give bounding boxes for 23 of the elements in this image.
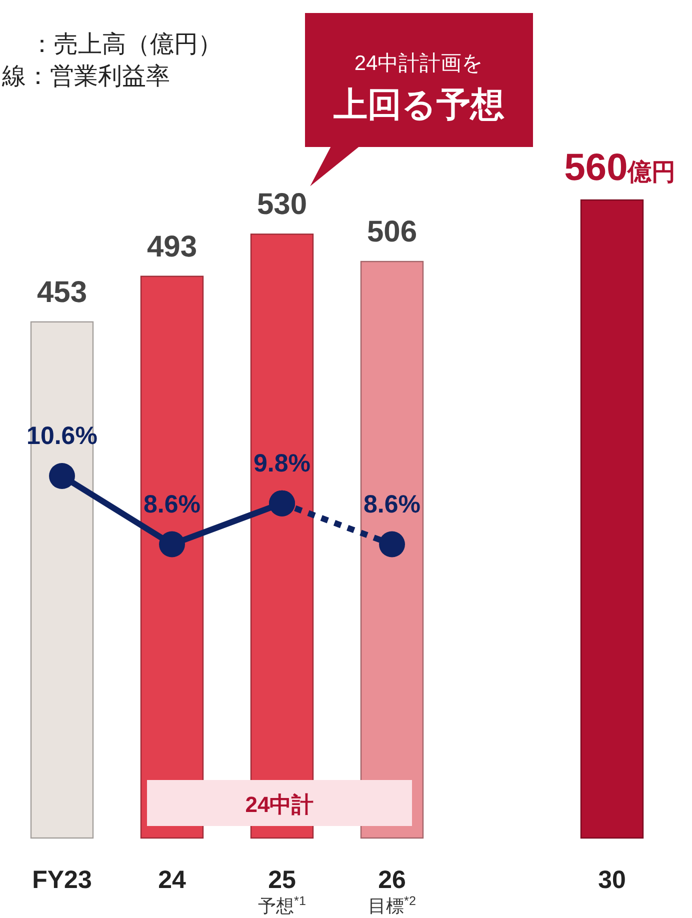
text: 目標$^{*2}$ <box>368 894 416 916</box>
text: 線：営業利益率 <box>1 63 170 90</box>
data-label: 560億円 <box>564 147 676 189</box>
data-label: 8.6% <box>364 490 420 518</box>
x-tick-label: 24 <box>158 866 186 894</box>
x-tick-label: 26 <box>378 866 406 894</box>
x-tick-label: 30 <box>598 866 626 894</box>
x-tick-label: 25 <box>268 866 296 894</box>
data-label: 493 <box>146 230 198 264</box>
data-label: 506 <box>366 216 418 249</box>
data-label: 8.6% <box>144 490 200 518</box>
band: 24中計 <box>147 780 412 826</box>
bar <box>360 260 424 839</box>
text: ：売上高（億円） <box>30 31 222 58</box>
data-label: 10.6% <box>26 422 98 450</box>
bar <box>140 276 204 839</box>
band-label: 24中計 <box>245 792 314 817</box>
bar <box>580 199 644 839</box>
data-label: 530 <box>256 188 308 222</box>
data-label: 453 <box>36 276 88 309</box>
data-label: 9.8% <box>254 449 310 478</box>
text: 予想$^{*1}$ <box>258 894 306 916</box>
x-tick-label: FY23 <box>32 866 92 894</box>
